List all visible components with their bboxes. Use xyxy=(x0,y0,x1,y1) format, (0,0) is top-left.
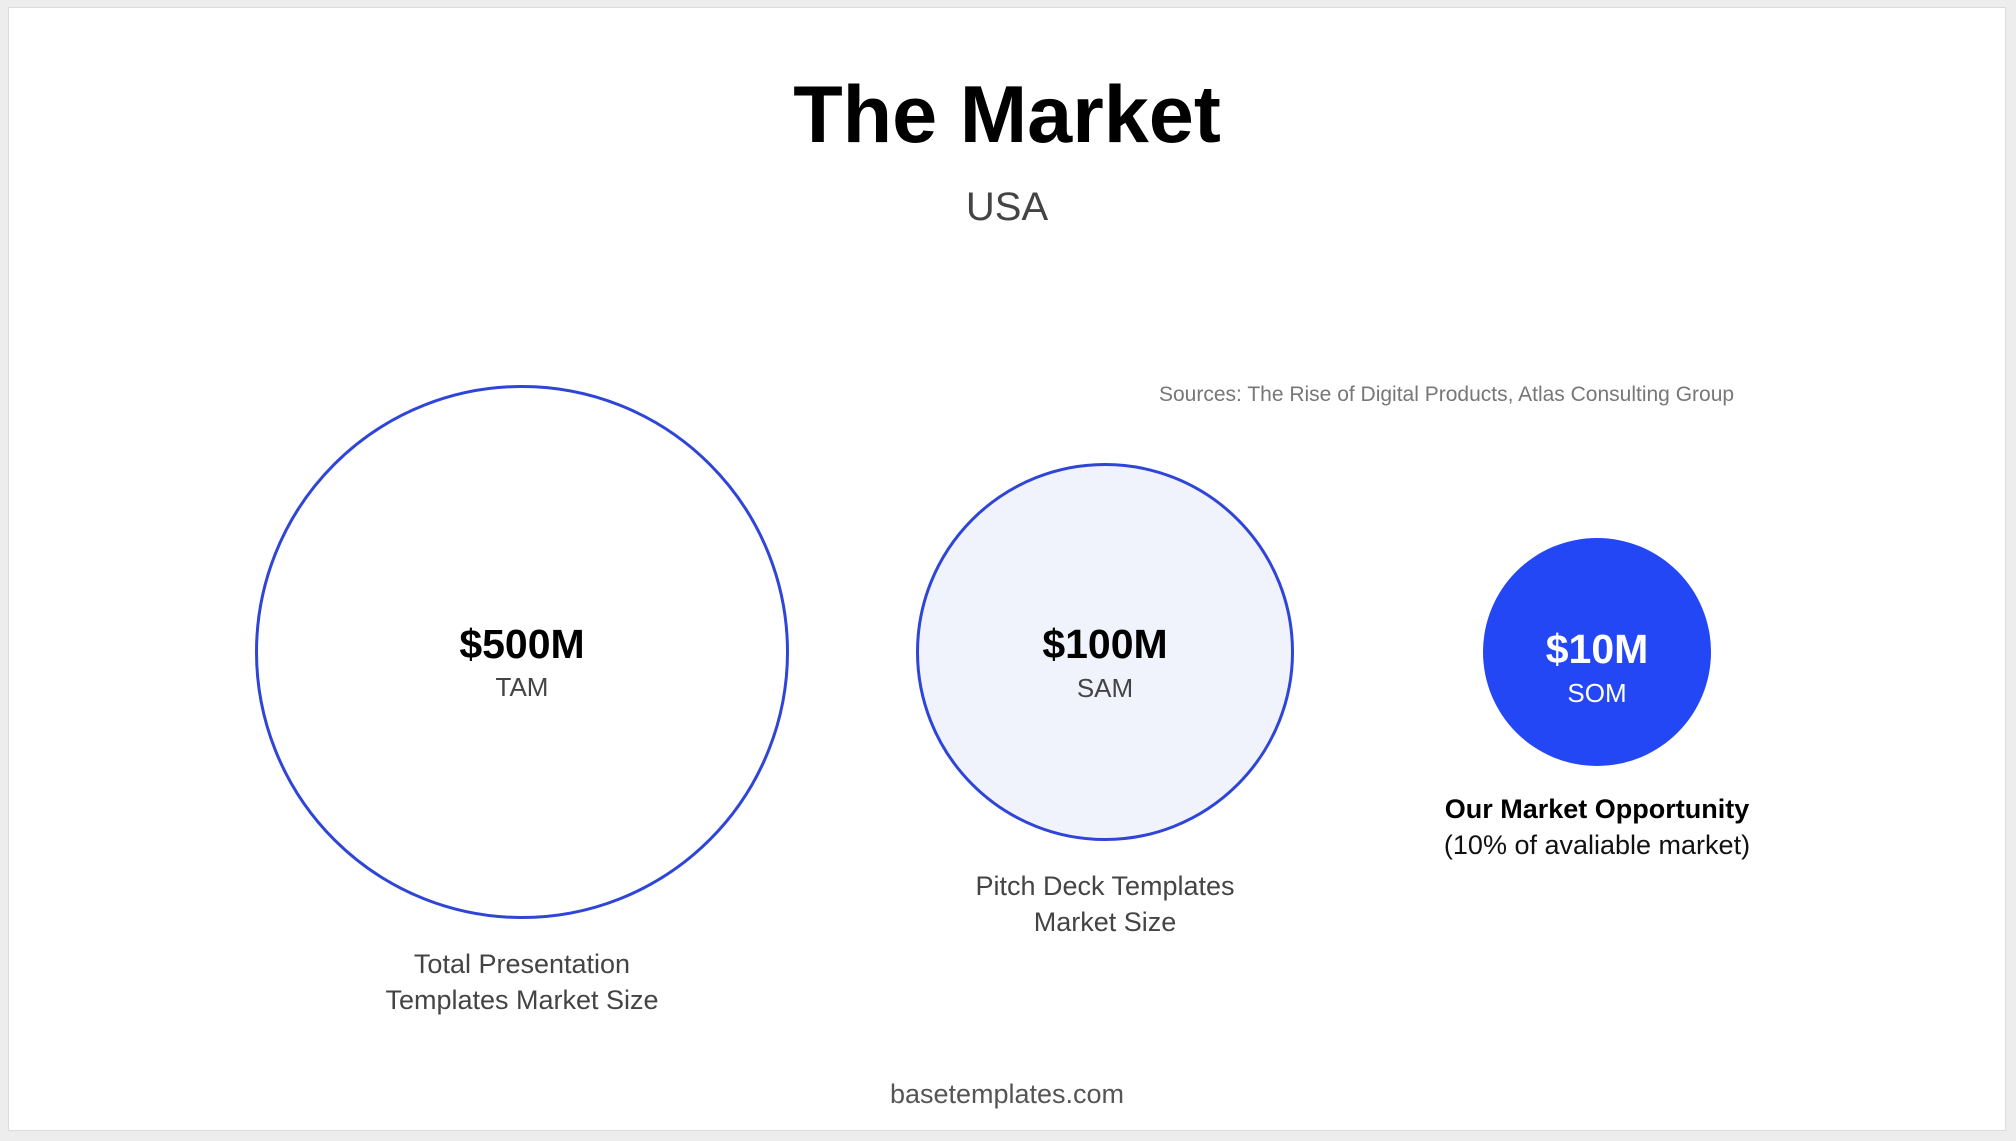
sources-note: Sources: The Rise of Digital Products, A… xyxy=(1159,383,1735,406)
slide: The Market USA Sources: The Rise of Digi… xyxy=(8,7,2006,1131)
som-circle xyxy=(1483,538,1711,766)
sam-value: $100M xyxy=(1042,621,1168,667)
som-caption-title: Our Market Opportunity xyxy=(1444,794,1750,824)
som-caption-note: (10% of avaliable market) xyxy=(1443,830,1751,860)
sam-caption-line1: Pitch Deck Templates xyxy=(975,871,1235,901)
tam-value: $500M xyxy=(459,621,585,667)
tam-circle xyxy=(255,385,789,919)
sam-label: SAM xyxy=(1076,673,1134,703)
sam-caption-line2: Market Size xyxy=(1033,907,1177,937)
tam-label: TAM xyxy=(495,672,549,702)
slide-title: The Market xyxy=(793,70,1221,160)
som-label: SOM xyxy=(1567,678,1627,708)
tam-caption-line1: Total Presentation xyxy=(413,949,631,979)
footer-website: basetemplates.com xyxy=(889,1079,1125,1109)
tam-caption-line2: Templates Market Size xyxy=(385,985,659,1015)
slide-subtitle: USA xyxy=(965,185,1049,229)
sam-circle xyxy=(916,463,1294,841)
som-value: $10M xyxy=(1545,626,1649,672)
